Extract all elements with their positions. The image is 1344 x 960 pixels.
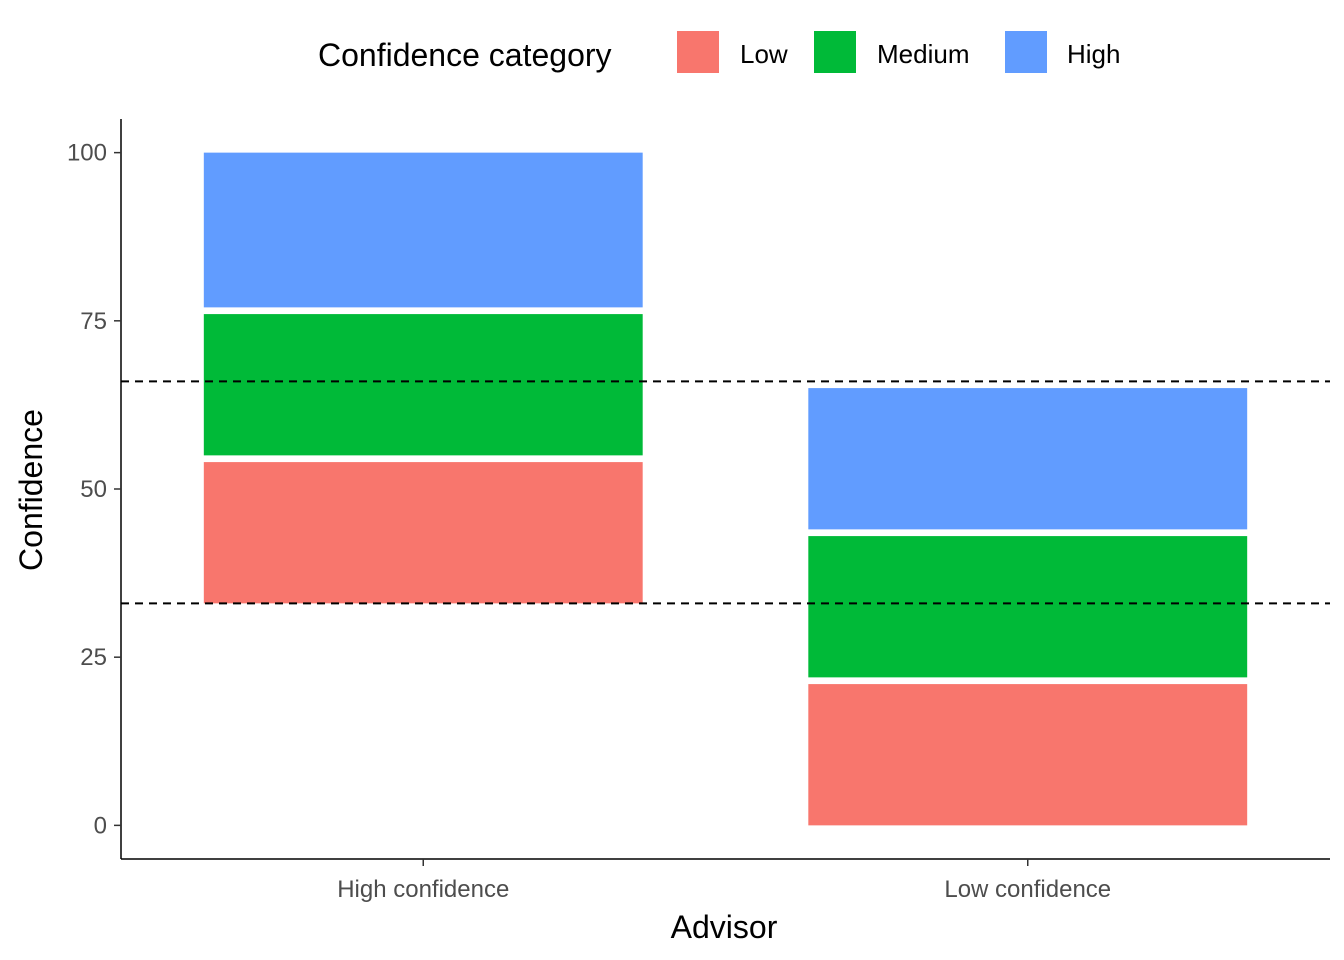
x-ticks: High confidence Low confidence xyxy=(337,859,1111,903)
x-tick-label: High confidence xyxy=(337,876,509,903)
y-tick-label: 0 xyxy=(94,812,107,839)
legend-key-high xyxy=(1005,31,1047,73)
x-tick-label: Low confidence xyxy=(944,876,1111,903)
bar-segment-high-confidence-low xyxy=(203,462,643,604)
legend-label-medium: Medium xyxy=(877,39,969,69)
legend-key-medium xyxy=(814,31,856,73)
legend-label-low: Low xyxy=(740,39,788,69)
y-tick-label: 100 xyxy=(67,140,107,167)
bar-segment-high-confidence-medium xyxy=(203,314,643,456)
y-tick-label: 75 xyxy=(80,308,107,335)
y-tick-label: 50 xyxy=(80,476,107,503)
bar-segment-high-confidence-high xyxy=(203,152,643,308)
bar-segment-low-confidence-high xyxy=(808,388,1248,530)
legend-key-low xyxy=(677,31,719,73)
y-ticks: 0 25 50 75 100 xyxy=(67,140,121,839)
legend-title: Confidence category xyxy=(318,37,612,73)
reference-lines xyxy=(121,380,1330,605)
bar-segment-low-confidence-low xyxy=(808,684,1248,826)
legend-label-high: High xyxy=(1067,39,1120,69)
legend: Confidence category Low Medium High xyxy=(318,31,1120,73)
bar-group xyxy=(203,152,1248,826)
bar-segment-low-confidence-medium xyxy=(808,536,1248,678)
y-axis-title: Confidence xyxy=(13,409,49,571)
y-tick-label: 25 xyxy=(80,644,107,671)
x-axis-title: Advisor xyxy=(671,909,778,945)
axes: 0 25 50 75 100 High confidence Low confidence xyxy=(67,119,1330,903)
